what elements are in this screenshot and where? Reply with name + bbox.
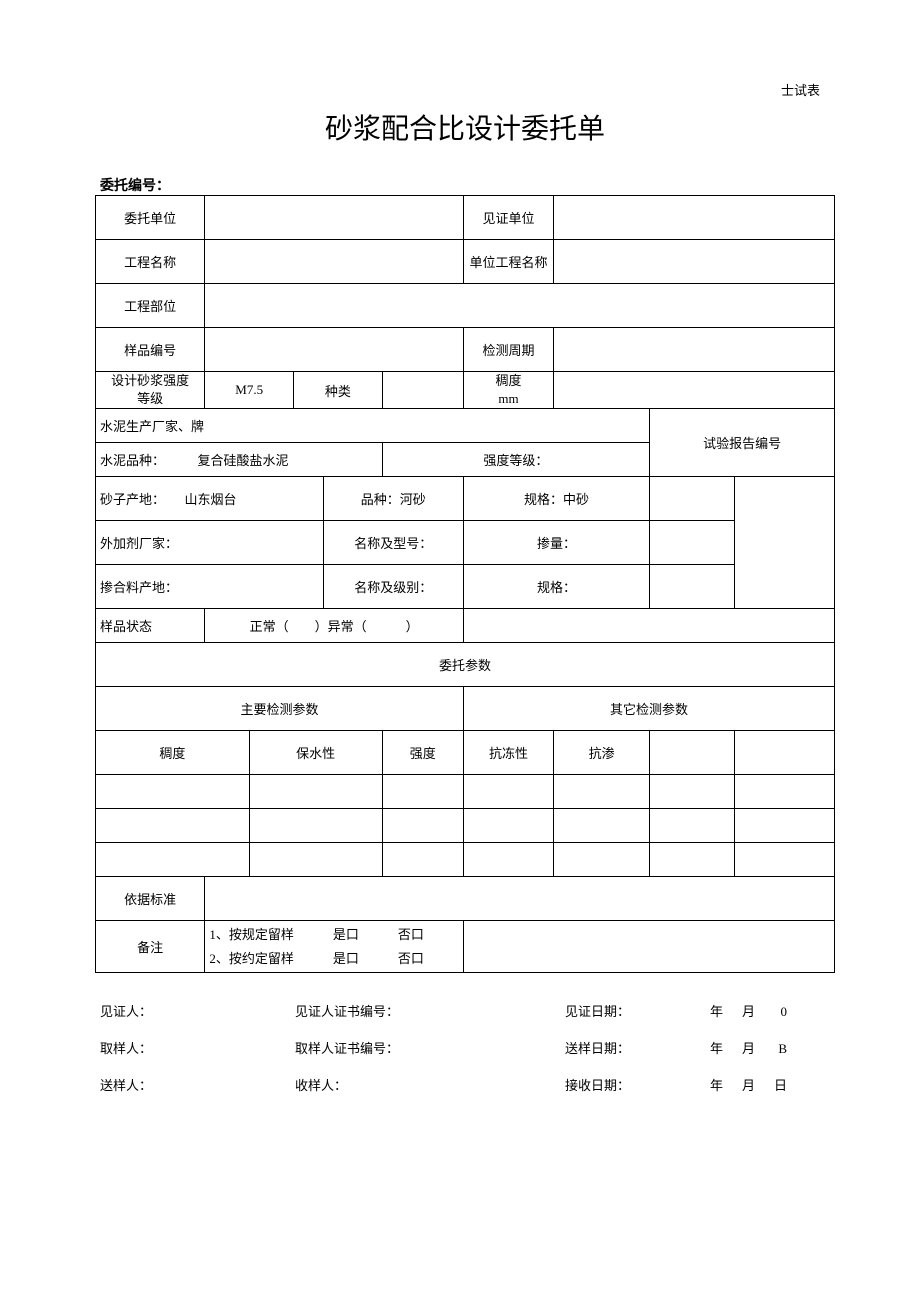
label-receive-date: 接收日期： xyxy=(565,1075,685,1094)
label-unit-project-name: 单位工程名称 xyxy=(463,240,553,284)
grid-r1c1[interactable] xyxy=(96,775,250,809)
grid-r3c5[interactable] xyxy=(554,843,650,877)
label-witness-cert: 见证人证书编号： xyxy=(295,1001,565,1020)
value-strength-grade: M7.5 xyxy=(205,372,294,409)
col-frost: 抗冻性 xyxy=(463,731,553,775)
grid-r3c2[interactable] xyxy=(249,843,382,877)
field-sample-state-extra[interactable] xyxy=(463,609,834,643)
field-kind[interactable] xyxy=(382,372,463,409)
grid-r2c1[interactable] xyxy=(96,809,250,843)
serial-label: 委托编号： xyxy=(95,175,835,195)
label-entrust-params: 委托参数 xyxy=(96,643,835,687)
label-admixture-spec: 规格： xyxy=(463,565,649,609)
field-standard[interactable] xyxy=(205,877,835,921)
receive-date-value[interactable]: 年月日 xyxy=(685,1075,835,1094)
label-strength-level: 强度等级： xyxy=(382,443,650,477)
grid-r2c3[interactable] xyxy=(382,809,463,843)
label-entrust-unit: 委托单位 xyxy=(96,196,205,240)
grid-r2c5[interactable] xyxy=(554,809,650,843)
label-sample-no: 样品编号 xyxy=(96,328,205,372)
field-remark-extra[interactable] xyxy=(463,921,834,973)
label-send-date: 送样日期： xyxy=(565,1038,685,1057)
field-unit-project-name[interactable] xyxy=(554,240,835,284)
label-cement-producer: 水泥生产厂家、牌 xyxy=(96,409,650,443)
grid-r1c4[interactable] xyxy=(463,775,553,809)
grid-r1c3[interactable] xyxy=(382,775,463,809)
field-r9-a[interactable] xyxy=(650,521,735,565)
label-witness-unit: 见证单位 xyxy=(463,196,553,240)
label-witness-date: 见证日期： xyxy=(565,1001,685,1020)
label-strength-grade: 设计砂浆强度 等级 xyxy=(96,372,205,409)
label-sand-variety: 品种：河砂 xyxy=(323,477,463,521)
label-project-name: 工程名称 xyxy=(96,240,205,284)
grid-r1c7[interactable] xyxy=(735,775,835,809)
field-report-no[interactable] xyxy=(735,477,835,609)
grid-r1c2[interactable] xyxy=(249,775,382,809)
label-witness-person: 见证人： xyxy=(95,1001,295,1020)
label-other-params: 其它检测参数 xyxy=(463,687,834,731)
col-blank-2[interactable] xyxy=(735,731,835,775)
grid-r2c4[interactable] xyxy=(463,809,553,843)
label-cement-type: 水泥品种： xyxy=(100,453,159,468)
grid-r2c2[interactable] xyxy=(249,809,382,843)
top-right-label: 士试表 xyxy=(95,80,835,99)
label-sample-state: 样品状态 xyxy=(96,609,205,643)
col-blank-1[interactable] xyxy=(650,731,735,775)
col-strength: 强度 xyxy=(382,731,463,775)
field-project-name[interactable] xyxy=(205,240,464,284)
remark-line-1: 1、按规定留样 是口 否口 xyxy=(209,923,459,946)
label-project-part: 工程部位 xyxy=(96,284,205,328)
value-sand-origin: 山东烟台 xyxy=(185,492,237,507)
grid-r3c1[interactable] xyxy=(96,843,250,877)
label-sampler-cert: 取样人证书编号： xyxy=(295,1038,565,1057)
grid-r3c7[interactable] xyxy=(735,843,835,877)
col-impermeability: 抗渗 xyxy=(554,731,650,775)
grid-r3c4[interactable] xyxy=(463,843,553,877)
grid-r1c6[interactable] xyxy=(650,775,735,809)
grid-r3c6[interactable] xyxy=(650,843,735,877)
remark-line-2: 2、按约定留样 是口 否口 xyxy=(209,947,459,970)
sand-origin-cell: 砂子产地： 山东烟台 xyxy=(96,477,324,521)
grid-r2c6[interactable] xyxy=(650,809,735,843)
form-table: 委托单位 见证单位 工程名称 单位工程名称 工程部位 样品编号 检测周期 设计砂… xyxy=(95,195,835,973)
field-sample-no[interactable] xyxy=(205,328,464,372)
value-cement-type: 复合硅酸盐水泥 xyxy=(198,453,289,468)
col-water-retention: 保水性 xyxy=(249,731,382,775)
field-entrust-unit[interactable] xyxy=(205,196,464,240)
label-additive-maker: 外加剂厂家： xyxy=(96,521,324,565)
label-kind: 种类 xyxy=(294,372,383,409)
footer: 见证人： 见证人证书编号： 见证日期： 年月0 取样人： 取样人证书编号： 送样… xyxy=(95,1001,835,1094)
label-receiver-person: 收样人： xyxy=(295,1075,565,1094)
field-test-cycle[interactable] xyxy=(554,328,835,372)
value-remark[interactable]: 1、按规定留样 是口 否口 2、按约定留样 是口 否口 xyxy=(205,921,464,973)
label-standard: 依据标准 xyxy=(96,877,205,921)
field-witness-unit[interactable] xyxy=(554,196,835,240)
field-project-part[interactable] xyxy=(205,284,835,328)
label-sand-origin: 砂子产地： xyxy=(100,492,159,507)
label-additive-model: 名称及型号： xyxy=(323,521,463,565)
value-sample-state[interactable]: 正常（ ）异常（ ） xyxy=(205,609,464,643)
label-sampler-person: 取样人： xyxy=(95,1038,295,1057)
col-consistency: 稠度 xyxy=(96,731,250,775)
witness-date-value[interactable]: 年月0 xyxy=(685,1001,835,1020)
label-additive-dosage: 掺量： xyxy=(463,521,649,565)
field-r10-a[interactable] xyxy=(650,565,735,609)
grid-r1c5[interactable] xyxy=(554,775,650,809)
label-report-no: 试验报告编号 xyxy=(650,409,835,477)
label-sender-person: 送样人： xyxy=(95,1075,295,1094)
label-admixture-grade: 名称及级别： xyxy=(323,565,463,609)
label-test-cycle: 检测周期 xyxy=(463,328,553,372)
send-date-value[interactable]: 年月B xyxy=(685,1038,835,1057)
field-r8-a[interactable] xyxy=(650,477,735,521)
label-admixture-origin: 掺合料产地： xyxy=(96,565,324,609)
page-title: 砂浆配合比设计委托单 xyxy=(95,107,835,147)
label-consistency: 稠度 mm xyxy=(463,372,553,409)
grid-r2c7[interactable] xyxy=(735,809,835,843)
cement-type-cell: 水泥品种： 复合硅酸盐水泥 xyxy=(96,443,383,477)
label-sand-spec: 规格：中砂 xyxy=(463,477,649,521)
field-consistency[interactable] xyxy=(554,372,835,409)
grid-r3c3[interactable] xyxy=(382,843,463,877)
label-main-params: 主要检测参数 xyxy=(96,687,464,731)
label-remark: 备注 xyxy=(96,921,205,973)
